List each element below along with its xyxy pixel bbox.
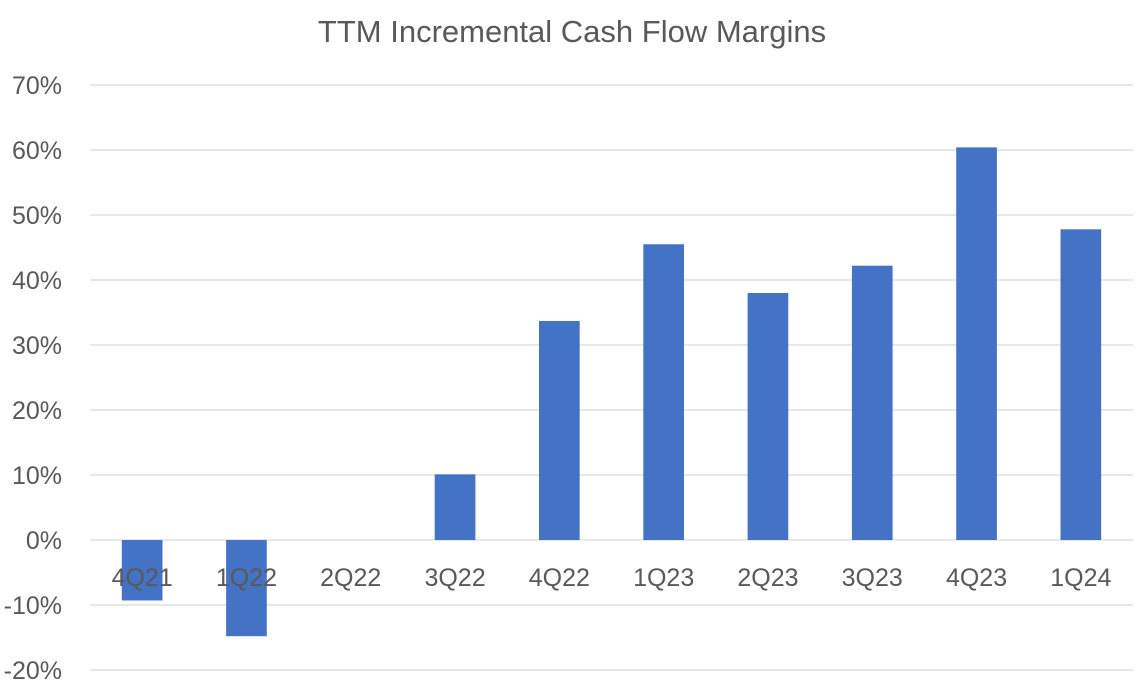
- bar-1Q23: [643, 244, 684, 540]
- y-tick-label: 30%: [12, 332, 62, 360]
- x-tick-label: 1Q23: [633, 564, 694, 592]
- x-axis-ticks: 4Q21 1Q22 2Q22 3Q22 4Q22 1Q23 2Q23 3Q23 4Q23 1Q24: [112, 564, 1112, 592]
- bar-3Q23: [851, 265, 893, 540]
- y-tick-label: 0%: [26, 527, 62, 555]
- bar-4Q22: [539, 320, 580, 540]
- x-tick-label: 2Q22: [320, 564, 381, 592]
- bar-4Q23: [956, 147, 997, 540]
- chart-title: TTM Incremental Cash Flow Margins: [317, 14, 827, 49]
- x-tick-label: 1Q22: [216, 564, 277, 592]
- x-tick-label: 1Q24: [1050, 564, 1111, 592]
- bar-1Q24: [1060, 229, 1102, 541]
- y-tick-label: 40%: [12, 267, 62, 295]
- bar-2Q23: [747, 293, 789, 540]
- bars: [121, 147, 1102, 637]
- y-axis-ticks: -20% -10% 0% 10% 20% 30% 40% 50% 60% 70%: [4, 72, 62, 685]
- y-tick-label: -20%: [4, 657, 62, 685]
- y-tick-label: 20%: [12, 397, 62, 425]
- x-tick-label: 4Q21: [112, 564, 173, 592]
- y-tick-label: 60%: [12, 137, 62, 165]
- x-tick-label: 3Q23: [842, 564, 903, 592]
- bar-3Q22: [434, 474, 476, 540]
- x-tick-label: 4Q22: [529, 564, 590, 592]
- x-tick-label: 2Q23: [737, 564, 798, 592]
- y-tick-label: 70%: [12, 72, 62, 100]
- bar-4Q21: [121, 540, 163, 601]
- y-tick-label: 10%: [12, 462, 62, 490]
- x-tick-label: 3Q22: [424, 564, 485, 592]
- y-tick-label: 50%: [12, 202, 62, 230]
- bar-1Q22: [226, 540, 267, 637]
- x-tick-label: 4Q23: [946, 564, 1007, 592]
- y-tick-label: -10%: [4, 592, 62, 620]
